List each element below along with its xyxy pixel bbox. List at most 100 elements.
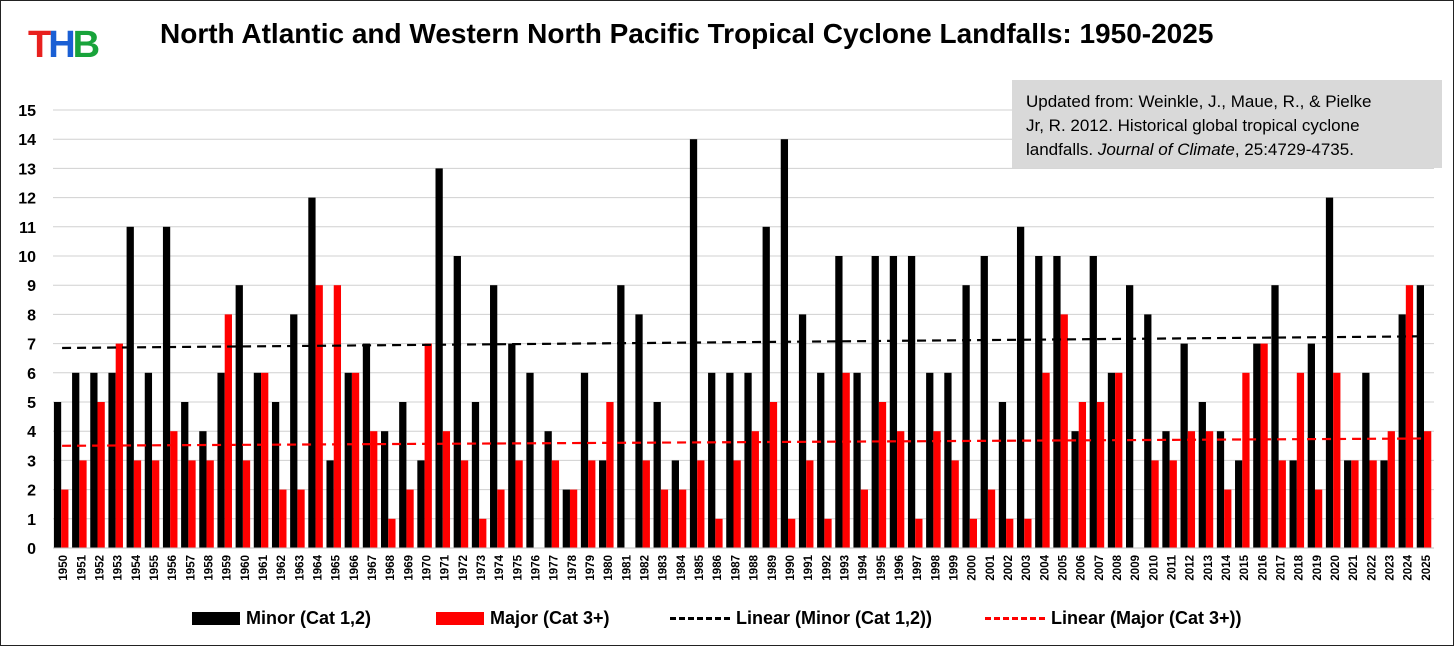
bar-major-2011 [1169,460,1177,548]
bar-minor-1977 [544,431,552,548]
bar-major-1961 [261,372,269,548]
bar-major-1987 [733,460,741,548]
bar-major-1967 [370,431,378,548]
x-tick-label-1994: 1994 [858,554,870,580]
bar-minor-1971 [435,168,443,548]
x-tick-label-1986: 1986 [712,555,724,581]
legend-item-minor: Minor (Cat 1,2) [192,608,371,629]
bar-major-1989 [769,402,778,548]
bar-major-2010 [1151,460,1159,548]
x-tick-label-1962: 1962 [276,555,288,581]
x-tick-label-2018: 2018 [1294,554,1306,580]
legend-dash-minor [670,617,730,620]
bar-major-1962 [279,489,287,548]
bar-minor-2017 [1271,285,1279,548]
thb-logo: THB [28,24,101,67]
chart-title: North Atlantic and Western North Pacific… [160,18,1214,49]
x-tick-label-1952: 1952 [94,555,106,581]
bar-minor-1958 [199,431,207,548]
x-tick-label-2004: 2004 [1039,554,1051,580]
x-tick-label-2017: 2017 [1276,555,1288,581]
x-tick-label-2013: 2013 [1203,555,1215,581]
bar-major-1970 [424,343,432,548]
bar-major-1966 [351,372,360,548]
x-tick-label-1989: 1989 [767,555,779,581]
bar-minor-2008 [1107,372,1116,548]
bar-major-1997 [915,518,923,548]
source-note: Updated from: Weinkle, J., Maue, R., & P… [1012,80,1442,168]
bar-major-1990 [788,518,796,548]
bar-minor-1962 [271,402,280,548]
x-tick-label-1971: 1971 [440,554,452,580]
x-tick-label-2007: 2007 [1094,555,1106,581]
x-tick-label-1997: 1997 [912,555,924,581]
bar-major-1965 [333,285,342,548]
trendline-major [62,437,1425,447]
bar-major-1992 [824,518,832,548]
legend-swatch-minor [192,612,240,625]
bar-minor-1975 [508,343,516,548]
bar-major-2025 [1424,431,1432,548]
bar-minor-2002 [998,402,1007,548]
bar-minor-1974 [490,285,498,548]
bar-major-1968 [388,518,396,548]
x-tick-label-2009: 2009 [1130,555,1142,581]
bar-minor-1967 [362,343,371,548]
bar-major-2024 [1405,285,1414,548]
y-tick-label-1: 1 [27,512,36,529]
x-tick-label-1980: 1980 [603,555,615,581]
bar-major-1954 [133,460,142,548]
bar-minor-1968 [380,431,389,548]
x-tick-label-2019: 2019 [1312,555,1324,581]
x-tick-label-1963: 1963 [294,555,306,581]
x-tick-label-1954: 1954 [131,554,143,580]
x-tick-label-2015: 2015 [1239,554,1251,580]
x-tick-label-2002: 2002 [1003,555,1015,581]
x-tick-label-1981: 1981 [621,554,633,580]
legend-item-linear-minor: Linear (Minor (Cat 1,2)) [670,608,932,629]
bar-minor-1963 [290,314,298,548]
bar-major-1972 [460,460,469,548]
x-tick-label-1990: 1990 [785,555,797,581]
bar-minor-1972 [453,256,461,548]
x-tick-label-2006: 2006 [1076,555,1088,581]
trendline-minor [62,335,1425,350]
x-tick-label-2020: 2020 [1330,555,1342,581]
x-tick-label-2014: 2014 [1221,554,1233,580]
x-tick-label-1973: 1973 [476,555,488,581]
bar-major-1999 [951,460,959,548]
x-tick-label-1975: 1975 [512,554,524,580]
bar-minor-2023 [1380,460,1388,548]
bar-major-1994 [860,489,868,548]
bar-minor-2012 [1180,343,1188,548]
bar-major-1980 [606,402,614,548]
y-tick-label-15: 15 [18,103,36,120]
bar-minor-1978 [562,489,570,548]
x-tick-label-1996: 1996 [894,555,906,581]
bar-major-1969 [406,489,414,548]
legend-label-linear-major: Linear (Major (Cat 3+)) [1051,608,1242,628]
x-tick-label-2005: 2005 [1057,554,1069,580]
logo-letter-b: B [72,24,101,66]
bar-major-1952 [97,402,105,548]
bar-minor-1983 [653,402,661,548]
bar-minor-2009 [1126,285,1134,548]
x-tick-label-1959: 1959 [222,555,234,581]
legend-dash-major [985,617,1045,620]
x-tick-label-1982: 1982 [640,555,652,581]
bar-minor-1955 [144,372,153,548]
bar-minor-2005 [1053,256,1061,548]
x-tick-label-2000: 2000 [967,555,979,581]
bar-minor-2007 [1089,256,1097,548]
bar-major-2005 [1060,314,1068,548]
bar-minor-2014 [1216,431,1225,548]
bar-major-1984 [678,489,687,548]
x-tick-label-2022: 2022 [1366,555,1378,581]
bar-major-1974 [497,489,505,548]
bar-major-1995 [878,402,887,548]
bar-major-1953 [115,343,123,548]
y-tick-label-3: 3 [27,453,36,470]
legend-label-minor: Minor (Cat 1,2) [246,608,372,628]
bar-major-2001 [987,489,996,548]
